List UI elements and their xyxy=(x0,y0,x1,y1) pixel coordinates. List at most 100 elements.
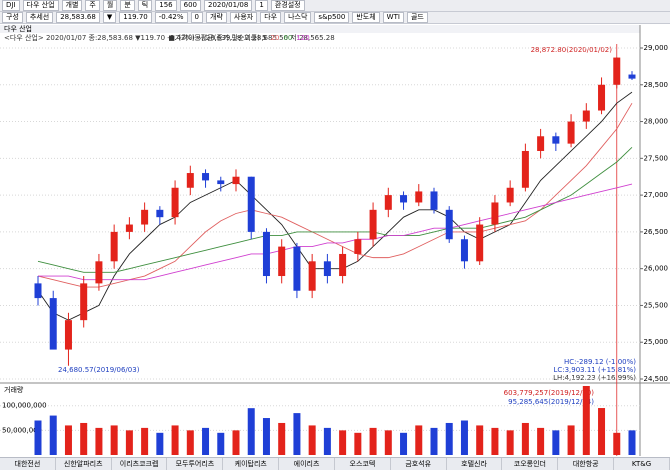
legend-entry: 5 xyxy=(262,34,266,42)
volume-bar xyxy=(415,425,423,455)
stock-tab[interactable]: 케이탑리츠 xyxy=(223,458,280,470)
volume-bar xyxy=(369,427,377,455)
toolbar-item[interactable]: 다우 xyxy=(260,12,282,23)
stock-tab[interactable]: 신한알파리츠 xyxy=(56,458,112,470)
y-tick-label: 27,500 xyxy=(644,154,669,162)
stock-tab[interactable]: 호텔신라 xyxy=(447,458,503,470)
volume-bars xyxy=(34,386,636,455)
volume-bar xyxy=(34,420,42,455)
volume-bar xyxy=(232,430,240,455)
toolbar-item[interactable]: 골드 xyxy=(406,12,428,23)
volume-bar xyxy=(186,430,194,455)
candle-body xyxy=(537,136,545,151)
volume-bar xyxy=(262,418,270,455)
toolbar-item[interactable]: 2020/01/08 xyxy=(203,0,253,11)
volume-bar xyxy=(628,430,636,455)
volume-bar xyxy=(506,430,514,455)
toolbar-item[interactable]: 주 xyxy=(85,0,100,11)
toolbar-item[interactable]: 사용자 xyxy=(229,12,258,23)
stock-tab[interactable]: 대한전선 xyxy=(0,458,56,470)
toolbar-item[interactable]: 28,583.68 xyxy=(56,12,100,23)
y-tick-label: 26,500 xyxy=(644,228,669,236)
candle-body xyxy=(613,57,621,85)
toolbar-item[interactable]: ▼ xyxy=(102,12,117,23)
toolbar-item[interactable]: s&p500 xyxy=(314,12,350,23)
volume-bar xyxy=(49,415,57,455)
stock-tab[interactable]: 금호석유 xyxy=(391,458,447,470)
candle-body xyxy=(598,84,606,111)
candle-body xyxy=(278,246,286,277)
volume-bar xyxy=(110,425,118,455)
ma-line xyxy=(38,183,633,281)
volume-bar xyxy=(156,432,164,455)
stock-tab[interactable]: 모두투어리츠 xyxy=(167,458,224,470)
candle-body xyxy=(339,253,347,277)
candle-body xyxy=(323,261,331,277)
candle-body xyxy=(95,261,103,284)
stock-tab[interactable]: KT&G xyxy=(614,458,670,470)
toolbar-item[interactable]: 개별 xyxy=(61,0,83,11)
annotation: 28,872.80(2020/01/02) xyxy=(531,46,613,54)
stock-tab[interactable]: 에이리츠 xyxy=(279,458,335,470)
candle-body xyxy=(202,173,210,181)
toolbar-item[interactable]: 0 xyxy=(190,12,203,23)
candle-body xyxy=(415,191,423,203)
y-tick-label: 29,000 xyxy=(644,44,669,52)
volume-bar xyxy=(430,427,438,455)
candle-body xyxy=(34,283,42,299)
toolbar-item[interactable]: 119.70 xyxy=(119,12,152,23)
volume-bar xyxy=(339,430,347,455)
toolbar-item[interactable]: 월 xyxy=(102,0,118,11)
candle-body xyxy=(521,150,529,188)
toolbar-item[interactable]: 구성 xyxy=(2,12,23,23)
y-tick-label: 24,500 xyxy=(644,375,669,383)
volume-bar xyxy=(354,432,362,455)
toolbar-item[interactable]: 156 xyxy=(155,0,177,11)
toolbar-item[interactable]: 나스닥 xyxy=(284,12,312,23)
toolbar-item[interactable]: 틱 xyxy=(137,0,153,11)
candle-body xyxy=(141,209,149,225)
ma-line xyxy=(37,91,633,321)
toolbar-item[interactable]: 환경설정 xyxy=(270,0,305,11)
candle-body xyxy=(628,74,636,79)
info-line: <다우 산업> 2020/01/07 종:28,583.68 ▼119.70 -… xyxy=(4,33,335,42)
candle-body xyxy=(491,202,499,225)
candle-body xyxy=(354,239,362,254)
stock-tab[interactable]: 오스코텍 xyxy=(335,458,391,470)
candle-body xyxy=(156,209,164,218)
toolbar-item[interactable]: 다우 산업 xyxy=(22,0,59,11)
stock-tabs: 대한전선 신한알파리츠 이리츠코크렙 모두투어리츠 케이탑리츠 에이리츠 오스코텍 금호석유 호… xyxy=(0,457,670,470)
candle-body xyxy=(430,191,438,210)
toolbar-item[interactable]: DJI xyxy=(2,0,20,11)
volume-bar xyxy=(125,430,133,455)
volume-bar xyxy=(491,427,499,455)
volume-bar xyxy=(537,427,545,455)
toolbar-item[interactable]: -0.42% xyxy=(154,12,188,23)
stock-tab[interactable]: 이리츠코크렙 xyxy=(112,458,168,470)
legend-entry: 20 xyxy=(270,34,279,42)
toolbar-item[interactable]: 반도체 xyxy=(352,12,380,23)
stock-tab[interactable]: 대한항공 xyxy=(558,458,615,470)
y-tick-label: 50,000,000 xyxy=(2,426,42,434)
toolbar-item[interactable]: WTI xyxy=(382,12,404,23)
stock-tab[interactable]: 코오롱인더 xyxy=(502,458,559,470)
volume-bar xyxy=(460,420,468,455)
candle-body xyxy=(262,231,270,277)
volume-bar xyxy=(476,425,484,455)
volume-bar xyxy=(400,432,408,455)
toolbar-item[interactable]: 분 xyxy=(120,0,135,11)
panel-header xyxy=(0,25,640,33)
volume-bar xyxy=(308,425,316,455)
annotation: 24,680.57(2019/06/03) xyxy=(58,366,140,374)
toolbar-item[interactable]: 600 xyxy=(179,0,201,11)
candle-body xyxy=(552,136,560,144)
candle-body xyxy=(110,231,118,262)
volume-bar xyxy=(95,427,103,455)
candle-body xyxy=(476,224,484,262)
candle-body xyxy=(217,180,225,185)
volume-bar xyxy=(323,427,331,455)
toolbar-item[interactable]: 1 xyxy=(255,0,268,11)
toolbar-item[interactable]: 개략 xyxy=(205,12,227,23)
toolbar-item[interactable]: 추세선 xyxy=(25,12,54,23)
y-tick-label: 25,000 xyxy=(644,338,669,346)
